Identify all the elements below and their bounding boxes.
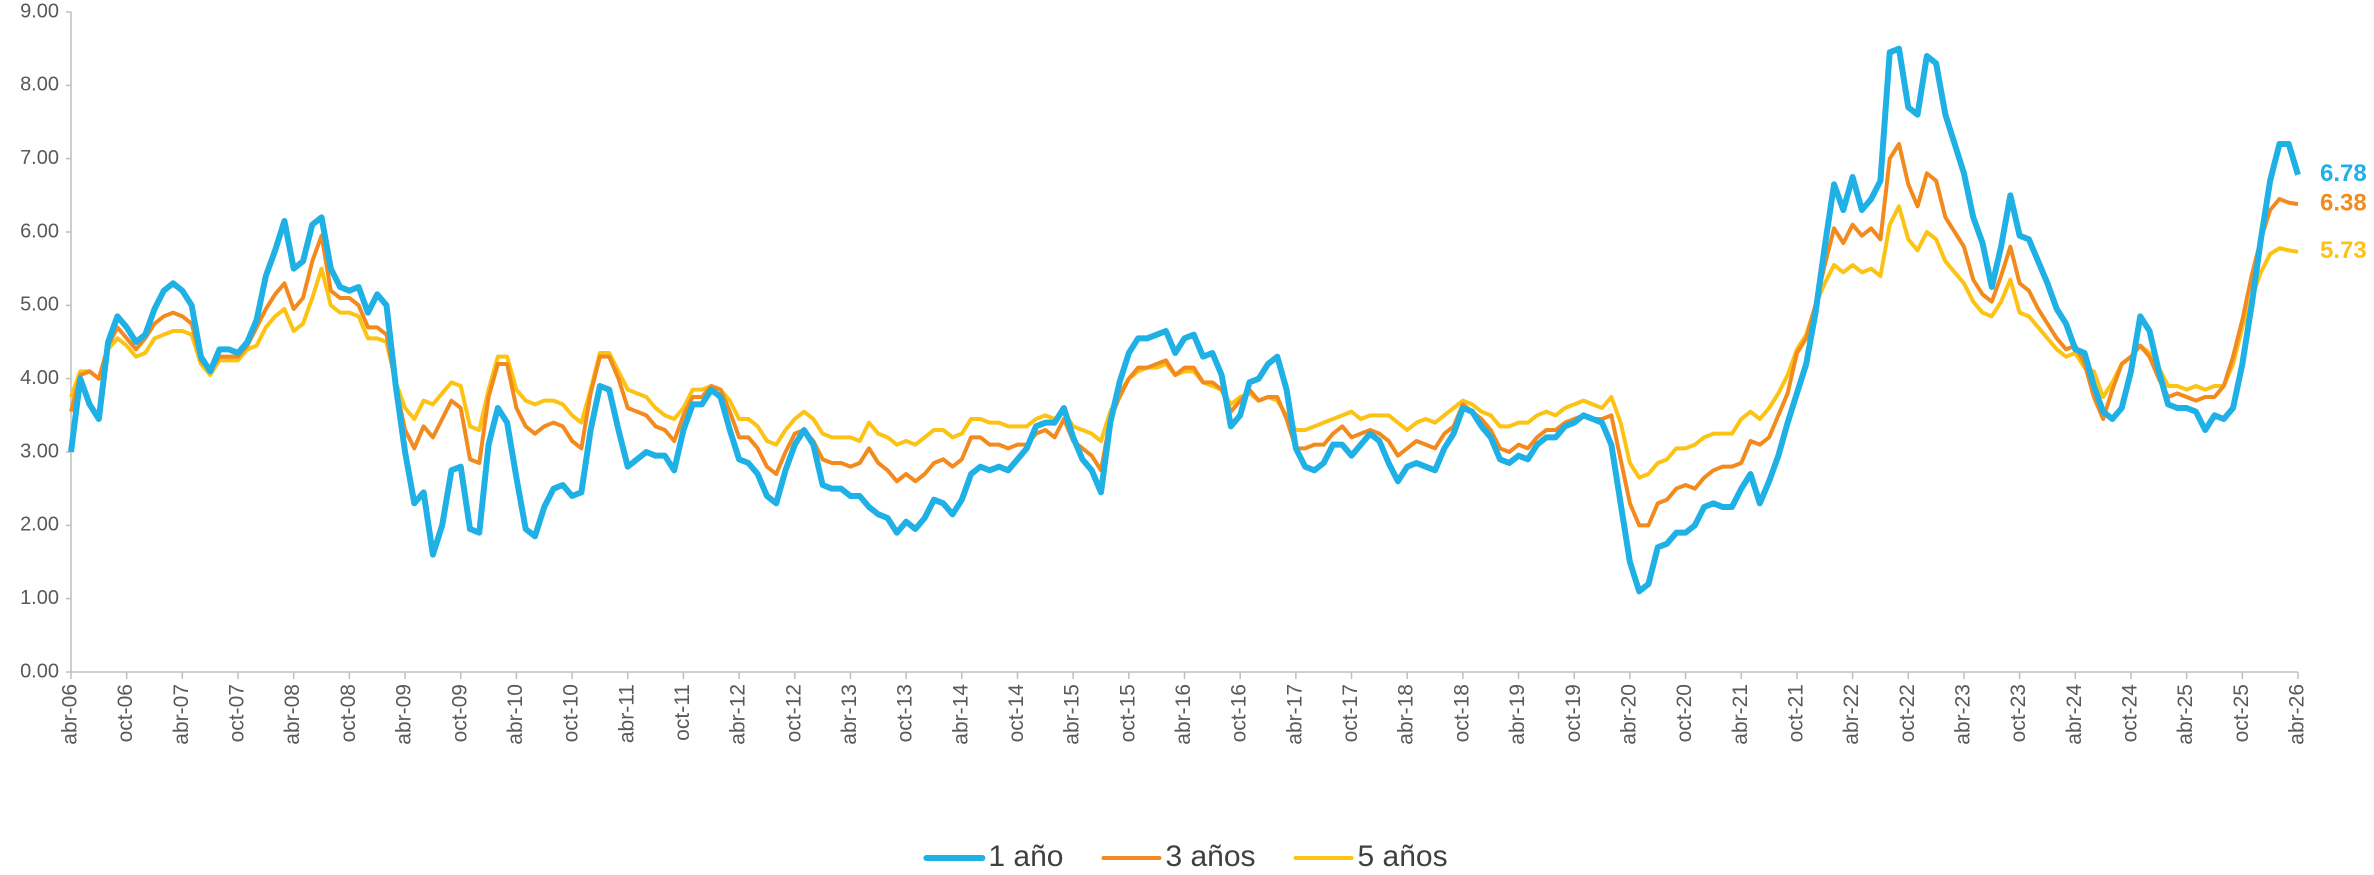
x-tick-label: abr-22 [1840,684,1863,745]
x-tick-label: abr-11 [615,684,638,743]
x-tick-label: abr-16 [1172,684,1195,745]
x-tick-label: abr-09 [393,684,416,745]
legend-label: 1 año [988,840,1063,873]
x-tick-label: oct-06 [114,684,137,742]
end-value-label: 6.38 [2320,189,2367,216]
x-tick-label: oct-12 [782,684,805,742]
legend-label: 3 años [1165,840,1255,873]
x-tick-label: abr-15 [1061,684,1084,745]
x-tick-label: abr-17 [1283,684,1306,745]
x-tick-label: abr-25 [2174,684,2197,745]
x-tick-label: abr-14 [949,684,972,745]
y-tick-label: 0.00 [20,660,59,682]
x-tick-label: abr-24 [2063,684,2086,745]
y-tick-label: 8.00 [20,74,59,96]
x-tick-label: abr-06 [59,684,82,745]
x-tick-label: oct-21 [1784,684,1807,742]
end-value-label: 6.78 [2320,160,2367,187]
x-tick-label: oct-17 [1339,684,1362,742]
end-value-label: 5.73 [2320,237,2367,264]
y-tick-label: 5.00 [20,294,59,316]
x-tick-label: abr-19 [1506,684,1529,745]
x-tick-label: abr-20 [1617,684,1640,745]
x-tick-label: abr-21 [1729,684,1752,745]
x-tick-label: abr-10 [504,684,527,745]
x-tick-label: oct-19 [1562,684,1585,742]
y-tick-label: 3.00 [20,440,59,462]
x-tick-label: oct-20 [1673,684,1696,742]
legend-label: 5 años [1358,840,1448,873]
x-tick-label: abr-12 [727,684,750,745]
y-tick-label: 2.00 [20,514,59,536]
x-tick-label: oct-18 [1450,684,1473,742]
x-tick-label: oct-13 [894,684,917,742]
y-tick-label: 1.00 [20,587,59,609]
x-tick-label: abr-08 [281,684,304,745]
x-tick-label: abr-18 [1395,684,1418,745]
x-tick-label: oct-08 [337,684,360,742]
x-tick-label: abr-07 [170,684,193,745]
line-series [68,45,2301,595]
line-series [69,204,2299,480]
x-tick-label: oct-11 [671,684,694,741]
x-tick-label: oct-24 [2119,684,2142,743]
x-tick-label: oct-23 [2007,684,2030,742]
x-tick-label: oct-09 [448,684,471,742]
y-tick-label: 4.00 [20,367,59,389]
line-series [69,142,2299,528]
x-tick-label: oct-16 [1228,684,1251,742]
x-tick-label: oct-25 [2230,684,2253,742]
x-tick-label: oct-07 [226,684,249,742]
x-tick-label: oct-14 [1005,684,1028,743]
x-tick-label: abr-13 [838,684,861,745]
x-tick-label: oct-10 [560,684,583,742]
x-tick-label: abr-26 [2286,684,2309,745]
y-tick-label: 9.00 [20,0,59,22]
y-tick-label: 7.00 [20,147,59,169]
y-tick-label: 6.00 [20,220,59,242]
x-tick-label: oct-22 [1896,684,1919,742]
x-tick-label: abr-23 [1951,684,1974,745]
x-tick-label: oct-15 [1116,684,1139,742]
